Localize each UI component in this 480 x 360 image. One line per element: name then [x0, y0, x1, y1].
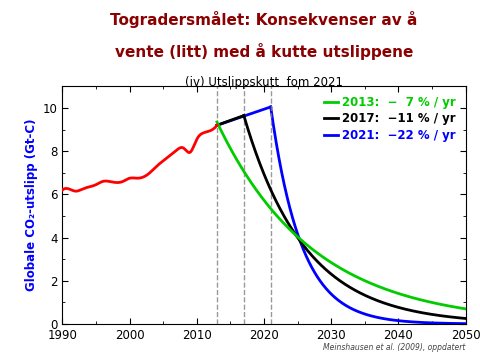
Text: vente (litt) med å kutte utslippene: vente (litt) med å kutte utslippene	[115, 43, 413, 60]
Text: (iv) Utslippskutt  fom 2021: (iv) Utslippskutt fom 2021	[185, 76, 343, 89]
Legend: 2013:  −  7 % / yr, 2017:  −11 % / yr, 2021:  −22 % / yr: 2013: − 7 % / yr, 2017: −11 % / yr, 2021…	[320, 92, 460, 145]
Y-axis label: Globale CO₂-utslipp (Gt-C): Globale CO₂-utslipp (Gt-C)	[25, 119, 38, 292]
Text: Togradersmålet: Konsekvenser av å: Togradersmålet: Konsekvenser av å	[110, 11, 418, 28]
Text: Meinshausen et al. (2009), oppdatert: Meinshausen et al. (2009), oppdatert	[323, 343, 466, 352]
